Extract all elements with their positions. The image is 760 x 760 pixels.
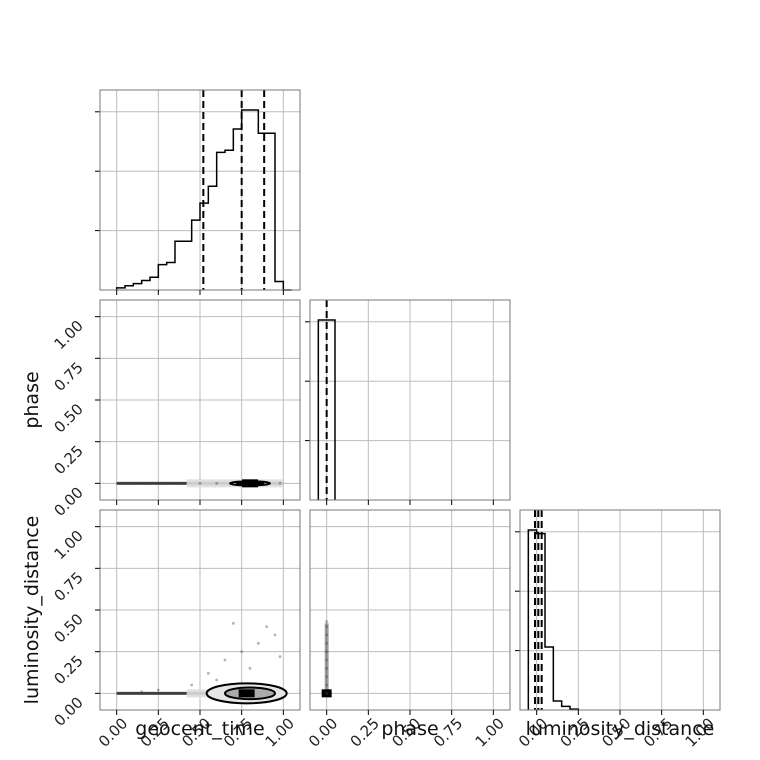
histogram-step-phase: [317, 319, 336, 500]
y-axis-label-phase: phase: [21, 371, 43, 428]
hist-panel-luminosity_distance: [515, 509, 721, 715]
scatter-point: [173, 691, 177, 695]
scatter-point: [215, 678, 219, 682]
scatter-point: [325, 620, 329, 624]
y-tick-label: 0.75: [50, 358, 86, 394]
scatter-point: [215, 481, 219, 485]
scatter-point: [118, 481, 122, 485]
y-tick-label: 0.00: [50, 483, 86, 519]
y-tick-label: 0.75: [50, 568, 86, 604]
y-tick-label: 0.00: [50, 693, 86, 729]
y-tick-label: 0.50: [50, 400, 86, 436]
scatter-point: [265, 625, 269, 629]
density-core: [321, 689, 332, 698]
scatter-point: [325, 658, 329, 662]
y-tick-label: 1.00: [50, 317, 86, 353]
x-tick-label: 1.00: [472, 714, 508, 750]
scatter-point: [273, 633, 277, 637]
scatter-panel-geocent_time-luminosity_distance: [95, 509, 301, 715]
scatter-point: [325, 633, 329, 637]
x-tick-label: 0.00: [305, 714, 341, 750]
scatter-point: [325, 691, 329, 695]
scatter-point: [248, 666, 252, 670]
scatter-point: [325, 625, 329, 629]
scatter-point: [223, 658, 227, 662]
scatter-point: [325, 641, 329, 645]
scatter-point: [190, 683, 194, 687]
y-axis-label-luminosity_distance: luminosity_distance: [21, 516, 43, 705]
scatter-point: [278, 655, 282, 659]
scatter-point: [165, 481, 169, 485]
scatter-point: [198, 481, 202, 485]
x-axis-label-luminosity_distance: luminosity_distance: [526, 718, 715, 740]
density-core: [238, 689, 255, 698]
scatter-point: [148, 481, 152, 485]
scatter-point: [140, 690, 144, 694]
scatter-point: [231, 621, 235, 625]
scatter-point: [278, 481, 282, 485]
scatter-point: [131, 481, 135, 485]
x-tick-label: 0.00: [95, 714, 131, 750]
x-tick-label: 0.25: [347, 714, 383, 750]
x-tick-label: 1.00: [262, 714, 298, 750]
scatter-point: [256, 641, 260, 645]
scatter-point: [325, 666, 329, 670]
scatter-panel-phase-luminosity_distance: [309, 509, 511, 715]
histogram-step-luminosity_distance: [527, 529, 580, 710]
scatter-point: [156, 688, 160, 692]
hist-panel-geocent_time: [95, 89, 301, 295]
x-axis-label-phase: phase: [381, 718, 438, 740]
scatter-point: [206, 671, 210, 675]
scatter-point: [181, 481, 185, 485]
histogram-step-geocent_time: [115, 109, 292, 291]
scatter-panel-geocent_time-phase: [95, 299, 301, 505]
y-tick-label: 1.00: [50, 527, 86, 563]
density-core: [242, 479, 258, 488]
x-axis-label-geocent_time: geocent_time: [135, 718, 264, 740]
density-column: [324, 623, 329, 694]
y-tick-label: 0.50: [50, 610, 86, 646]
y-tick-label: 0.25: [50, 442, 86, 478]
y-tick-label: 0.25: [50, 652, 86, 688]
scatter-point: [325, 675, 329, 679]
scatter-point: [325, 683, 329, 687]
hist-panel-phase: [305, 299, 511, 505]
scatter-point: [240, 650, 244, 654]
scatter-point: [325, 650, 329, 654]
scatter-point: [123, 691, 127, 695]
